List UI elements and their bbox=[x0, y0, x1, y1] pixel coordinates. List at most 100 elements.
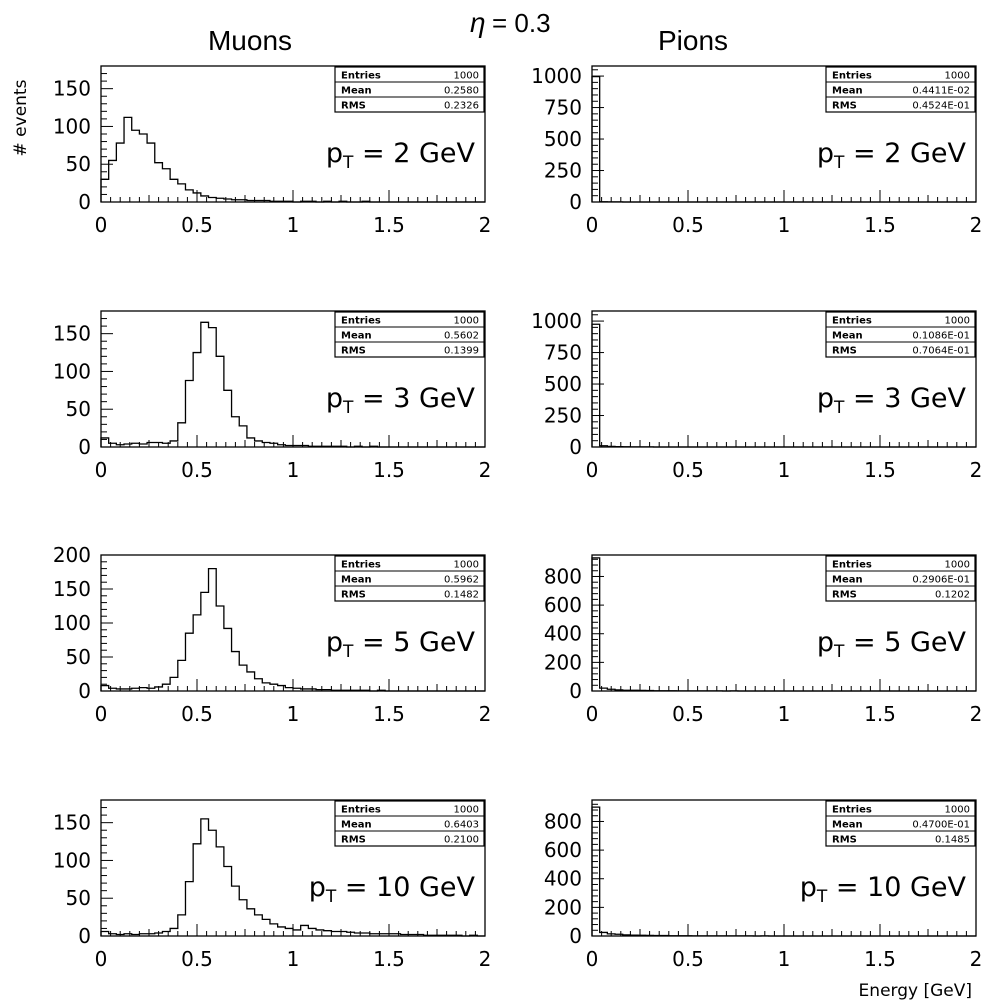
x-tick-label: 0 bbox=[95, 702, 108, 726]
x-tick-label: 1.5 bbox=[373, 213, 405, 237]
histogram-bar bbox=[147, 442, 155, 447]
histogram-bar bbox=[255, 441, 263, 447]
x-tick-label: 0.5 bbox=[181, 947, 213, 971]
histogram-bar bbox=[216, 356, 224, 447]
histogram-bar bbox=[339, 931, 347, 936]
histogram-bar bbox=[239, 426, 247, 447]
y-tick-label: 200 bbox=[544, 895, 582, 919]
x-tick-label: 1 bbox=[778, 213, 791, 237]
pt-label: pT = 3 GeV bbox=[817, 383, 967, 418]
x-tick-label: 1 bbox=[287, 947, 300, 971]
histogram-bar bbox=[178, 184, 186, 202]
y-tick-label: 0 bbox=[78, 679, 91, 703]
y-tick-label: 150 bbox=[53, 77, 91, 101]
x-tick-label: 1.5 bbox=[864, 213, 896, 237]
histogram-bar bbox=[239, 900, 247, 936]
histogram-bar bbox=[201, 592, 209, 691]
x-tick-label: 0 bbox=[586, 458, 599, 482]
y-tick-label: 0 bbox=[569, 679, 582, 703]
stats-entries-label: Entries bbox=[341, 805, 381, 816]
y-tick-label: 100 bbox=[53, 611, 91, 635]
histogram-bar bbox=[278, 686, 286, 691]
y-tick-label: 150 bbox=[53, 811, 91, 835]
histogram-bar bbox=[101, 686, 109, 691]
pt-label: pT = 10 GeV bbox=[800, 872, 967, 907]
y-tick-label: 50 bbox=[66, 886, 91, 910]
x-tick-label: 0 bbox=[586, 213, 599, 237]
stats-entries-label: Entries bbox=[832, 560, 872, 571]
y-tick-label: 0 bbox=[78, 190, 91, 214]
stats-box bbox=[334, 311, 485, 358]
histogram-bar bbox=[170, 928, 178, 936]
stats-mean-value: 0.2906E-01 bbox=[912, 575, 970, 586]
histogram-bar bbox=[247, 909, 255, 936]
x-tick-label: 1.5 bbox=[864, 947, 896, 971]
stats-mean-label: Mean bbox=[341, 86, 372, 97]
histogram-bar bbox=[170, 441, 178, 447]
histogram-bar bbox=[324, 931, 332, 936]
histogram-bar bbox=[592, 558, 600, 691]
pions-column-title: Pions bbox=[658, 25, 728, 56]
stats-rms-label: RMS bbox=[341, 101, 366, 112]
pt-label: pT = 2 GeV bbox=[817, 138, 967, 173]
x-tick-label: 0 bbox=[95, 458, 108, 482]
stats-entries-label: Entries bbox=[832, 71, 872, 82]
histogram-bar bbox=[178, 423, 186, 447]
stats-mean-label: Mean bbox=[341, 820, 372, 831]
histogram-bar bbox=[224, 390, 232, 447]
stats-entries-label: Entries bbox=[341, 560, 381, 571]
x-tick-label: 0.5 bbox=[672, 458, 704, 482]
x-tick-label: 0 bbox=[586, 947, 599, 971]
histogram-bar bbox=[170, 677, 178, 691]
stats-box bbox=[825, 311, 976, 358]
x-tick-label: 2 bbox=[479, 458, 492, 482]
histogram-bar bbox=[155, 163, 163, 202]
stats-entries-label: Entries bbox=[832, 316, 872, 327]
x-axis-label: Energy [GeV] bbox=[859, 981, 972, 1001]
histogram-bar bbox=[331, 931, 339, 936]
y-tick-label: 0 bbox=[78, 435, 91, 459]
panel-pions-2: 0 0.5 1 1.5 2 0 250 500 750 1000 Entries 1000 Mean 0.… bbox=[531, 309, 982, 482]
stats-rms-label: RMS bbox=[341, 590, 366, 601]
histogram-bar bbox=[185, 633, 193, 691]
y-tick-label: 500 bbox=[544, 372, 582, 396]
y-tick-label: 250 bbox=[544, 404, 582, 428]
panel-pions-3: 0 0.5 1 1.5 2 0 200 400 600 800 Entries 1000 Mean 0.2… bbox=[544, 554, 982, 726]
x-tick-label: 0.5 bbox=[672, 947, 704, 971]
y-tick-label: 1000 bbox=[531, 309, 582, 333]
stats-rms-value: 0.1485 bbox=[935, 835, 970, 846]
pt-label: pT = 3 GeV bbox=[326, 383, 476, 418]
y-tick-label: 600 bbox=[544, 838, 582, 862]
y-tick-label: 0 bbox=[569, 435, 582, 459]
stats-mean-label: Mean bbox=[832, 331, 863, 342]
x-tick-label: 1 bbox=[778, 702, 791, 726]
histogram-bar bbox=[162, 169, 170, 202]
stats-entries-label: Entries bbox=[341, 71, 381, 82]
histogram-bar bbox=[109, 160, 117, 202]
pt-label: pT = 2 GeV bbox=[326, 138, 476, 173]
stats-mean-label: Mean bbox=[341, 331, 372, 342]
y-tick-label: 0 bbox=[569, 924, 582, 948]
histogram-bar bbox=[170, 179, 178, 202]
histogram-bar bbox=[293, 930, 301, 936]
stats-mean-label: Mean bbox=[832, 820, 863, 831]
histogram-bar bbox=[224, 628, 232, 691]
stats-rms-value: 0.7064E-01 bbox=[912, 346, 970, 357]
panel-muons-2: 0 0.5 1 1.5 2 0 50 100 150 Entries 1000 Mean 0.5602 R… bbox=[53, 310, 492, 482]
histogram-outline bbox=[100, 818, 485, 937]
y-tick-label: 200 bbox=[53, 543, 91, 567]
x-tick-label: 1.5 bbox=[373, 458, 405, 482]
y-tick-label: 150 bbox=[53, 577, 91, 601]
stats-mean-value: 0.1086E-01 bbox=[912, 331, 970, 342]
histogram-bar bbox=[193, 844, 201, 936]
histogram-bar bbox=[247, 672, 255, 691]
stats-mean-value: 0.6403 bbox=[444, 820, 479, 831]
x-tick-label: 1.5 bbox=[864, 702, 896, 726]
x-tick-label: 1 bbox=[287, 213, 300, 237]
histogram-bar bbox=[116, 143, 124, 202]
eta-value: = 0.3 bbox=[492, 8, 551, 38]
stats-rms-label: RMS bbox=[832, 346, 857, 357]
y-tick-label: 100 bbox=[53, 114, 91, 138]
y-tick-label: 750 bbox=[544, 341, 582, 365]
